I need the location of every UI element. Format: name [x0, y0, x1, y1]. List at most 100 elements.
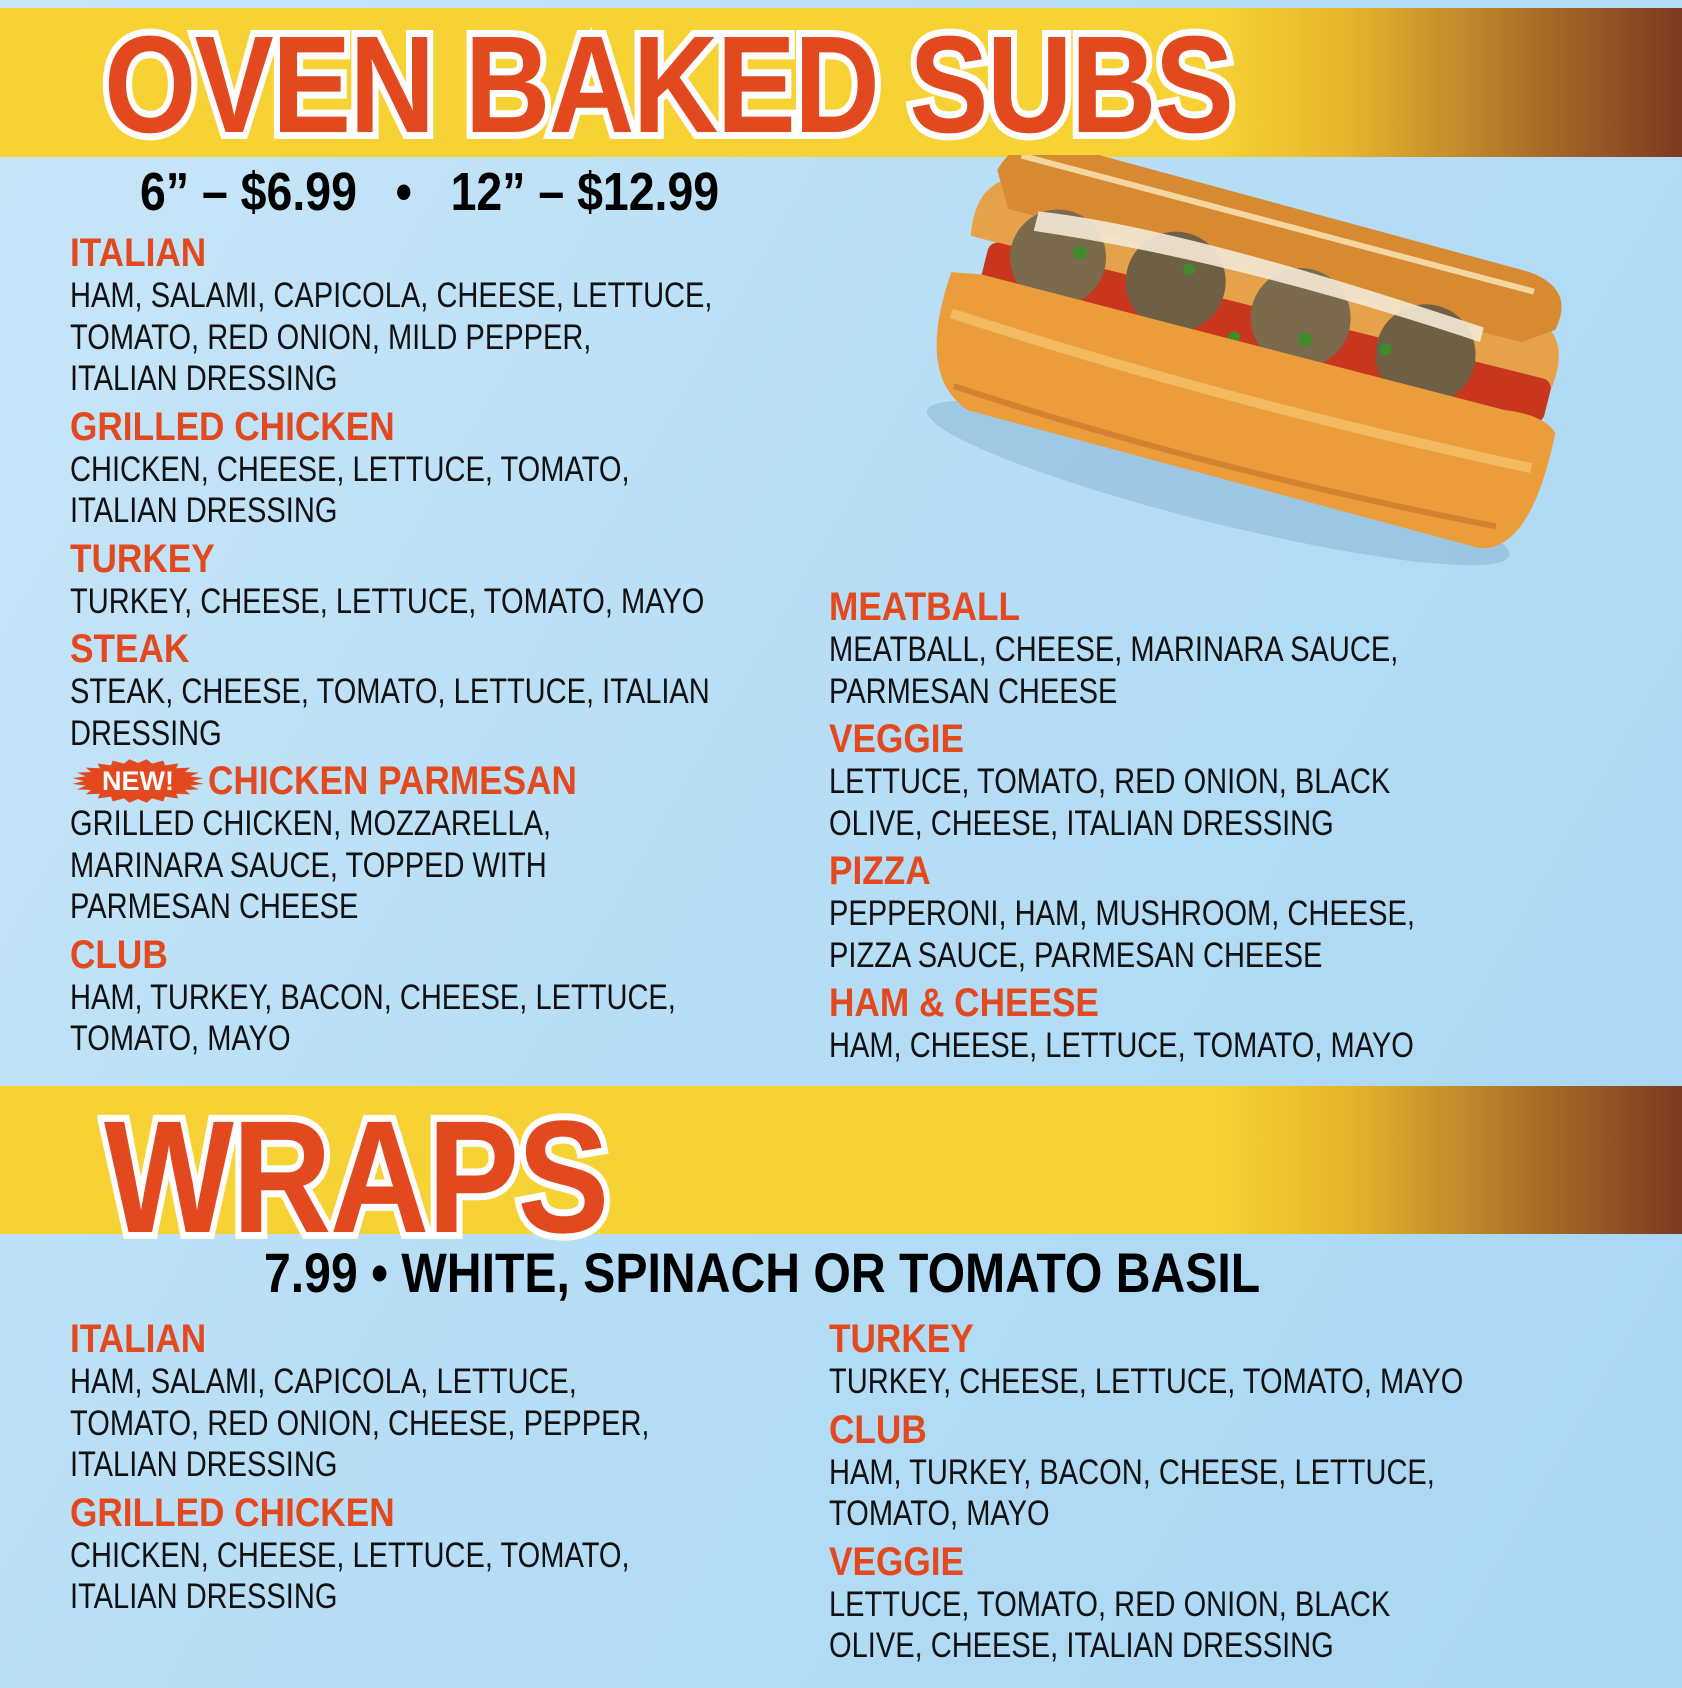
menu-item-ingredients: CHICKEN, CHEESE, LETTUCE, TOMATO,: [70, 1535, 870, 1577]
menu-item-ingredients: OLIVE, CHEESE, ITALIAN DRESSING: [829, 1625, 1629, 1667]
menu-item-ingredients: HAM, TURKEY, BACON, CHEESE, LETTUCE,: [829, 1452, 1629, 1494]
ingredient-line: HAM, SALAMI, CAPICOLA, CHEESE, LETTUCE,: [70, 276, 713, 315]
menu-item-name: MEATBALL: [829, 585, 1020, 629]
menu-item-title: CLUB: [70, 933, 870, 977]
starburst-icon: [72, 759, 204, 803]
ingredient-line: HAM, SALAMI, CAPICOLA, LETTUCE,: [70, 1362, 577, 1401]
wraps-header-band: [0, 1086, 1682, 1234]
ingredient-line: TOMATO, MAYO: [829, 1494, 1050, 1533]
menu-item: STEAK STEAK, CHEESE, TOMATO, LETTUCE, ITA…: [70, 627, 870, 754]
ingredient-line: ITALIAN DRESSING: [70, 359, 338, 398]
ingredient-line: OLIVE, CHEESE, ITALIAN DRESSING: [829, 803, 1334, 843]
ingredient-line: DRESSING: [70, 713, 222, 753]
menu-item: VEGGIE LETTUCE, TOMATO, RED ONION, BLACK O…: [829, 1540, 1629, 1667]
menu-item-ingredients: LETTUCE, TOMATO, RED ONION, BLACK: [829, 761, 1629, 803]
menu-item-ingredients: HAM, TURKEY, BACON, CHEESE, LETTUCE,: [70, 977, 870, 1019]
ingredient-line: STEAK, CHEESE, TOMATO, LETTUCE, ITALIAN: [70, 672, 710, 711]
menu-item: MEATBALL MEATBALL, CHEESE, MARINARA SAUCE…: [829, 585, 1629, 712]
menu-item-title: VEGGIE: [829, 1540, 1629, 1584]
menu-item-ingredients: HAM, SALAMI, CAPICOLA, CHEESE, LETTUCE,: [70, 275, 870, 317]
menu-item-name: GRILLED CHICKEN: [70, 404, 395, 449]
menu-item-ingredients: ITALIAN DRESSING: [70, 1444, 870, 1486]
ingredient-line: ITALIAN DRESSING: [70, 1577, 338, 1616]
menu-item-title: TURKEY: [829, 1317, 1629, 1361]
meatball-sub-photo: [926, 155, 1562, 566]
new-badge: NEW!: [70, 759, 206, 803]
menu-item-name: ITALIAN: [70, 231, 207, 275]
menu-item: PIZZA PEPPERONI, HAM, MUSHROOM, CHEESE, PI…: [829, 849, 1629, 976]
menu-item-ingredients: HAM, SALAMI, CAPICOLA, LETTUCE,: [70, 1361, 870, 1403]
wraps-pricing: 7.99 • WHITE, SPINACH OR TOMATO BASIL: [264, 1241, 1261, 1304]
menu-item-title: MEATBALL: [829, 585, 1629, 629]
menu-item-ingredients: MARINARA SAUCE, TOPPED WITH: [70, 845, 870, 887]
ingredient-line: GRILLED CHICKEN, MOZZARELLA,: [70, 804, 552, 843]
menu-item-name: PIZZA: [829, 849, 931, 893]
ingredient-line: HAM, TURKEY, BACON, CHEESE, LETTUCE,: [829, 1452, 1435, 1492]
menu-item-name: HAM & CHEESE: [829, 981, 1099, 1025]
menu-item-ingredients: PARMESAN CHEESE: [829, 671, 1629, 713]
menu-item-ingredients: TOMATO, MAYO: [70, 1018, 870, 1060]
menu-item: CLUB HAM, TURKEY, BACON, CHEESE, LETTUCE,…: [70, 933, 870, 1060]
wraps-left-column: ITALIAN HAM, SALAMI, CAPICOLA, LETTUCE, TO…: [70, 1317, 870, 1623]
menu-item: ITALIAN HAM, SALAMI, CAPICOLA, LETTUCE, TO…: [70, 1317, 870, 1486]
menu-item-name: VEGGIE: [829, 1539, 964, 1584]
wraps-title: WRAPS: [98, 1085, 615, 1269]
menu-item-name: CHICKEN PARMESAN: [208, 759, 577, 803]
menu-item: TURKEY TURKEY, CHEESE, LETTUCE, TOMATO, M…: [829, 1317, 1629, 1403]
menu-item: GRILLED CHICKEN CHICKEN, CHEESE, LETTUCE,…: [70, 405, 870, 532]
menu-item-name: GRILLED CHICKEN: [70, 1490, 395, 1535]
new-badge-label: NEW!: [102, 766, 174, 796]
ingredient-line: CHICKEN, CHEESE, LETTUCE, TOMATO,: [70, 1535, 630, 1575]
menu-item-name: TURKEY: [829, 1317, 974, 1361]
menu-item-ingredients: ITALIAN DRESSING: [70, 358, 870, 400]
menu-item-name: ITALIAN: [70, 1317, 207, 1361]
menu-item-ingredients: TOMATO, MAYO: [829, 1493, 1629, 1535]
menu-item: TURKEY TURKEY, CHEESE, LETTUCE, TOMATO, M…: [70, 537, 870, 623]
menu-item-ingredients: TURKEY, CHEESE, LETTUCE, TOMATO, MAYO: [829, 1361, 1629, 1403]
menu-item-title: GRILLED CHICKEN: [70, 1491, 870, 1535]
ingredient-line: HAM, CHEESE, LETTUCE, TOMATO, MAYO: [829, 1026, 1414, 1065]
menu-item-title: CLUB: [829, 1408, 1629, 1452]
ingredient-line: TOMATO, RED ONION, CHEESE, PEPPER,: [70, 1403, 650, 1443]
menu-item-ingredients: ITALIAN DRESSING: [70, 1576, 870, 1618]
ingredient-line: ITALIAN DRESSING: [70, 1445, 338, 1484]
menu-item-name: CLUB: [70, 932, 168, 977]
menu-item-ingredients: OLIVE, CHEESE, ITALIAN DRESSING: [829, 803, 1629, 845]
menu-item-ingredients: TOMATO, RED ONION, MILD PEPPER,: [70, 317, 870, 359]
ingredient-line: TURKEY, CHEESE, LETTUCE, TOMATO, MAYO: [829, 1362, 1464, 1401]
ingredient-line: OLIVE, CHEESE, ITALIAN DRESSING: [829, 1626, 1334, 1665]
ingredient-line: MEATBALL, CHEESE, MARINARA SAUCE,: [829, 630, 1399, 669]
ingredient-line: LETTUCE, TOMATO, RED ONION, BLACK: [829, 762, 1391, 801]
ingredient-line: CHICKEN, CHEESE, LETTUCE, TOMATO,: [70, 449, 630, 489]
menu-item-name: CLUB: [829, 1407, 927, 1452]
menu-item-title: ITALIAN: [70, 231, 870, 275]
subs-pricing: 6” – $6.99 • 12” – $12.99: [140, 162, 720, 222]
menu-item-name: VEGGIE: [829, 717, 964, 761]
menu-item: ITALIAN HAM, SALAMI, CAPICOLA, CHEESE, LE…: [70, 231, 870, 400]
menu-item-ingredients: PIZZA SAUCE, PARMESAN CHEESE: [829, 935, 1629, 977]
ingredient-line: TURKEY, CHEESE, LETTUCE, TOMATO, MAYO: [70, 581, 705, 621]
wraps-right-column: TURKEY TURKEY, CHEESE, LETTUCE, TOMATO, M…: [829, 1317, 1629, 1672]
menu-item-name: TURKEY: [70, 536, 215, 581]
ingredient-line: MARINARA SAUCE, TOPPED WITH: [70, 845, 547, 885]
ingredient-line: TOMATO, RED ONION, MILD PEPPER,: [70, 317, 592, 357]
menu-item-ingredients: PEPPERONI, HAM, MUSHROOM, CHEESE,: [829, 893, 1629, 935]
subs-right-column: MEATBALL MEATBALL, CHEESE, MARINARA SAUCE…: [829, 585, 1629, 1072]
menu-item-ingredients: HAM, CHEESE, LETTUCE, TOMATO, MAYO: [829, 1025, 1629, 1067]
menu-item-title: ITALIAN: [70, 1317, 870, 1361]
subs-header-band: [0, 8, 1682, 157]
menu-item-ingredients: TURKEY, CHEESE, LETTUCE, TOMATO, MAYO: [70, 581, 870, 623]
menu-item-ingredients: DRESSING: [70, 713, 870, 755]
ingredient-line: ITALIAN DRESSING: [70, 491, 338, 530]
menu-item: CLUB HAM, TURKEY, BACON, CHEESE, LETTUCE,…: [829, 1408, 1629, 1535]
menu-item: VEGGIE LETTUCE, TOMATO, RED ONION, BLACK O…: [829, 717, 1629, 844]
menu-item-ingredients: PARMESAN CHEESE: [70, 886, 870, 928]
subs-title: OVEN BAKED SUBS: [98, 3, 1240, 167]
menu-item-title: VEGGIE: [829, 717, 1629, 761]
menu-item: GRILLED CHICKEN CHICKEN, CHEESE, LETTUCE,…: [70, 1491, 870, 1618]
menu-item-ingredients: MEATBALL, CHEESE, MARINARA SAUCE,: [829, 629, 1629, 671]
ingredient-line: LETTUCE, TOMATO, RED ONION, BLACK: [829, 1584, 1391, 1624]
menu-item-ingredients: STEAK, CHEESE, TOMATO, LETTUCE, ITALIAN: [70, 671, 870, 713]
menu-item-ingredients: GRILLED CHICKEN, MOZZARELLA,: [70, 803, 870, 845]
ingredient-line: PEPPERONI, HAM, MUSHROOM, CHEESE,: [829, 894, 1415, 933]
